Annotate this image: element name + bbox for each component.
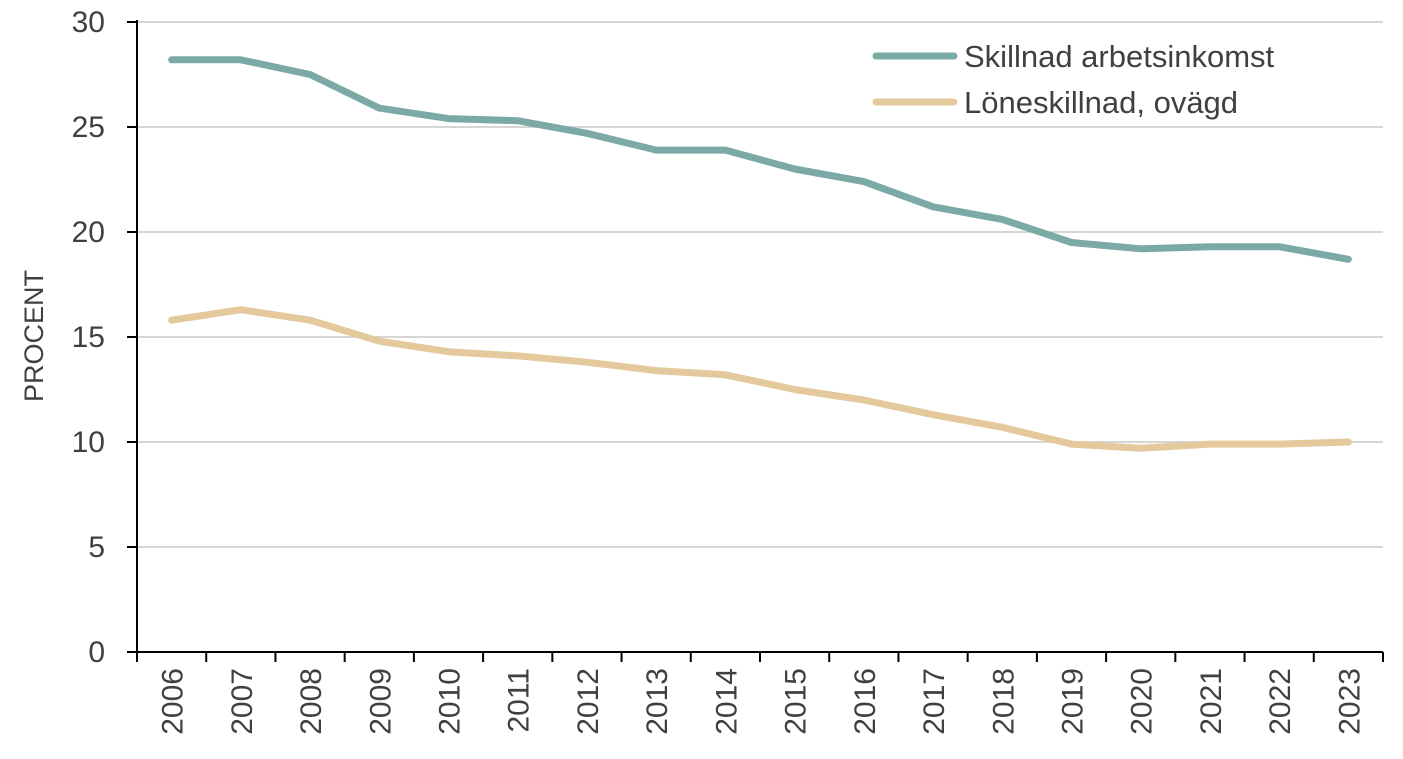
y-tick-label: 5 bbox=[88, 531, 105, 564]
x-tick-label: 2010 bbox=[434, 668, 467, 735]
y-tick-label: 25 bbox=[72, 111, 105, 144]
x-tick-label: 2009 bbox=[364, 668, 397, 735]
y-tick-label: 0 bbox=[88, 636, 105, 669]
legend-label-1: Skillnad arbetsinkomst bbox=[964, 39, 1275, 74]
x-tick-label: 2011 bbox=[503, 668, 536, 733]
x-tick-label: 2008 bbox=[295, 668, 328, 735]
y-tick-label: 15 bbox=[72, 321, 105, 354]
x-tick-label: 2007 bbox=[226, 668, 259, 735]
x-tick-label: 2023 bbox=[1333, 668, 1366, 735]
x-tick-label: 2014 bbox=[710, 668, 743, 735]
legend: Skillnad arbetsinkomst Löneskillnad, oväg… bbox=[872, 39, 1275, 120]
x-tick-label: 2015 bbox=[780, 668, 813, 735]
gridlines bbox=[137, 21, 1383, 548]
series-line-1 bbox=[168, 56, 1352, 263]
y-tick-label: 20 bbox=[72, 216, 105, 249]
series-line-2 bbox=[168, 306, 1352, 452]
y-tick-label: 30 bbox=[72, 6, 105, 39]
series-lines bbox=[168, 56, 1352, 452]
x-tick-label: 2019 bbox=[1057, 668, 1090, 735]
y-axis-title: PROCENT bbox=[19, 270, 49, 402]
x-tick-label: 2022 bbox=[1264, 668, 1297, 735]
x-tick-label: 2016 bbox=[849, 668, 882, 735]
x-tick-label: 2018 bbox=[987, 668, 1020, 735]
x-tick-label: 2020 bbox=[1126, 668, 1159, 735]
x-tick-label: 2021 bbox=[1195, 668, 1228, 735]
legend-label-2: Löneskillnad, ovägd bbox=[964, 85, 1238, 120]
y-tick-labels: 0 5 10 15 20 25 30 bbox=[72, 6, 105, 669]
x-tick-label: 2013 bbox=[641, 668, 674, 735]
y-tick-label: 10 bbox=[72, 426, 105, 459]
x-tick-labels: 2006 2007 2008 2009 2010 2011 2012 2013 2014 2015… bbox=[157, 668, 1367, 735]
x-tick-label: 2012 bbox=[572, 668, 605, 735]
x-tick-label: 2017 bbox=[918, 668, 951, 735]
axes bbox=[127, 20, 1384, 662]
x-tick-label: 2006 bbox=[157, 668, 190, 735]
